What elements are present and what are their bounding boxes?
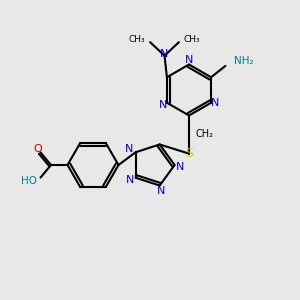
Text: N: N	[126, 175, 134, 185]
Text: N: N	[211, 98, 220, 108]
Text: NH₂: NH₂	[234, 56, 254, 66]
Text: N: N	[159, 100, 167, 110]
Text: CH₂: CH₂	[196, 129, 214, 139]
Text: N: N	[185, 55, 193, 65]
Text: CH₃: CH₃	[129, 35, 146, 44]
Text: N: N	[125, 144, 134, 154]
Text: N: N	[157, 186, 166, 196]
Text: CH₃: CH₃	[183, 35, 200, 44]
Text: HO: HO	[22, 176, 38, 186]
Text: N: N	[160, 49, 169, 59]
Text: N: N	[176, 162, 184, 172]
Text: O: O	[33, 144, 42, 154]
Text: S: S	[185, 147, 193, 160]
